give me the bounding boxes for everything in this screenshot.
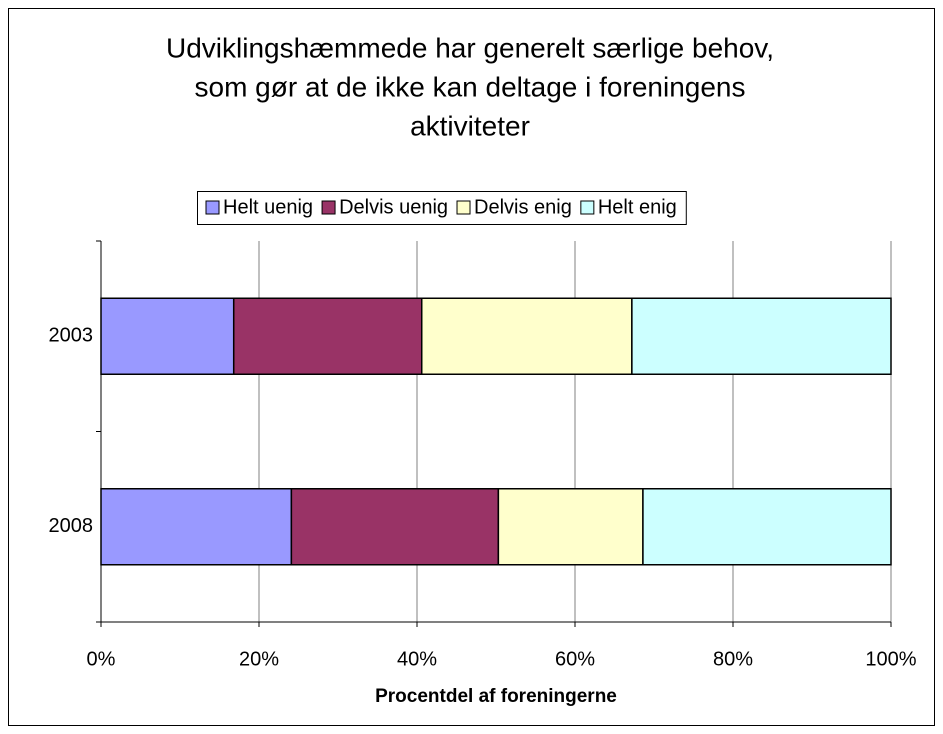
x-axis-label: Procentdel af foreningerne: [375, 686, 617, 707]
bar-segment: [497, 488, 644, 566]
bar-segment: [420, 297, 633, 375]
x-tick-label: 80%: [713, 648, 753, 670]
bar-segment: [232, 297, 423, 375]
chart-title: aktiviteter: [410, 110, 530, 141]
legend-label: Delvis enig: [474, 196, 572, 218]
legend-swatch: [321, 200, 336, 215]
x-tick-label: 40%: [397, 648, 437, 670]
legend-label: Helt uenig: [223, 196, 313, 218]
x-tick-label: 60%: [555, 648, 595, 670]
bar-segment: [631, 297, 892, 375]
bar-segment: [100, 297, 235, 375]
legend-label: Helt enig: [598, 196, 677, 218]
y-tick-label: 2008: [49, 515, 94, 537]
x-tick-label: 0%: [87, 648, 116, 670]
x-tick-label: 100%: [865, 648, 916, 670]
legend-swatch: [580, 200, 595, 215]
bar-segment: [642, 488, 892, 566]
bar-segment: [100, 488, 293, 566]
legend-box: [197, 191, 687, 225]
legend-label: Delvis uenig: [339, 196, 448, 218]
legend-swatch: [205, 200, 220, 215]
chart-title: som gør at de ikke kan deltage i forenin…: [195, 71, 746, 102]
legend-swatch: [456, 200, 471, 215]
x-tick-label: 20%: [239, 648, 279, 670]
bar-segment: [290, 488, 500, 566]
chart-title: Udviklingshæmmede har generelt særlige b…: [166, 32, 774, 63]
y-tick-label: 2003: [49, 325, 94, 347]
